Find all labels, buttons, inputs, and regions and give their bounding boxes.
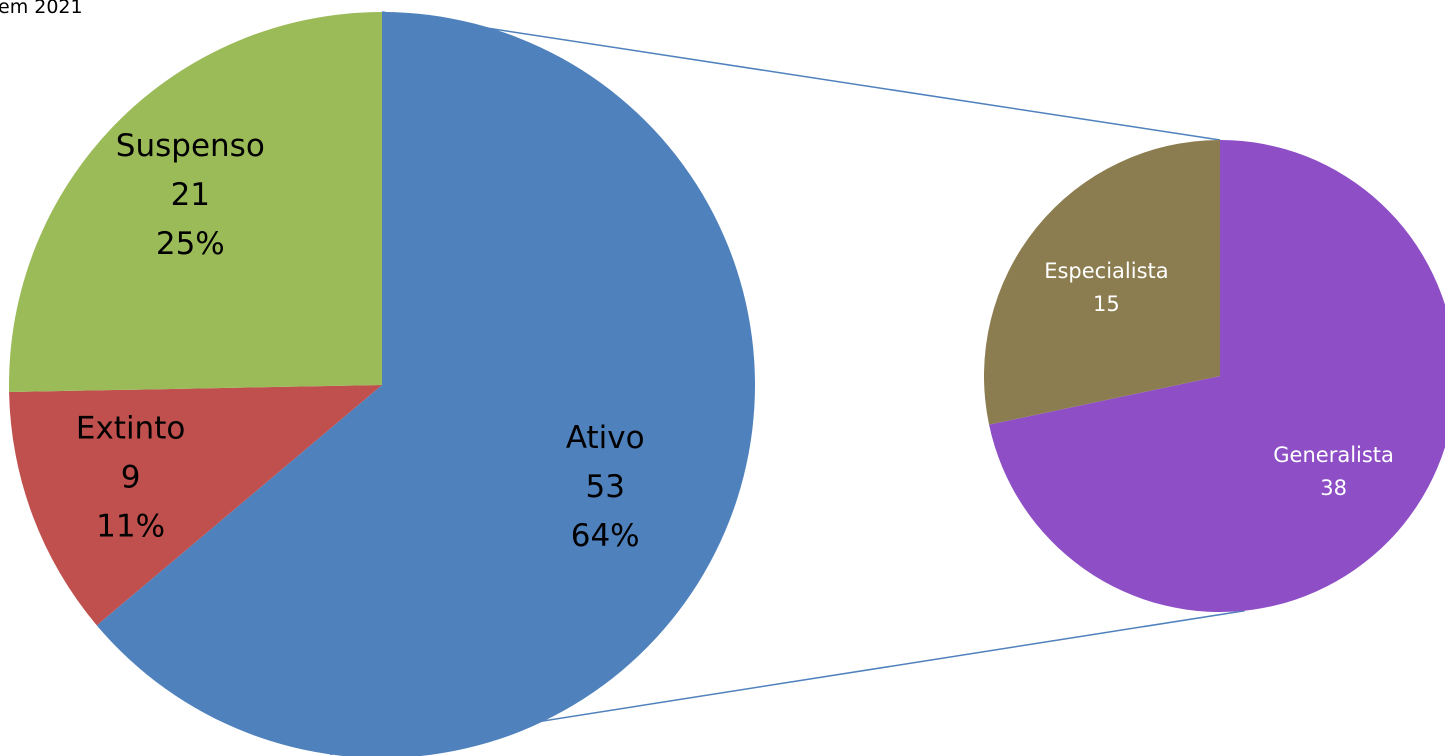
slice-extinto-label-line: 9 [121,460,141,496]
slice-ativo-label-line: 53 [585,469,624,505]
chart-title: em 2021 [0,0,83,18]
slice-especialista-label-line: 15 [1093,292,1120,316]
main-pie [9,12,755,756]
slice-extinto-label-line: 11% [96,509,165,545]
slice-generalista-label-line: Generalista [1273,443,1394,467]
slice-especialista-label-line: Especialista [1044,259,1168,283]
slice-suspenso-label-line: 21 [171,177,210,213]
slice-ativo-label-line: 64% [571,518,640,554]
slice-extinto-label-line: Extinto [76,411,185,447]
breakout-pie [984,140,1445,612]
slice-suspenso-label-line: 25% [156,226,225,262]
slice-suspenso-label-line: Suspenso [116,128,265,164]
slice-ativo-label-line: Ativo [566,420,645,456]
slice-generalista-label-line: 38 [1320,476,1347,500]
